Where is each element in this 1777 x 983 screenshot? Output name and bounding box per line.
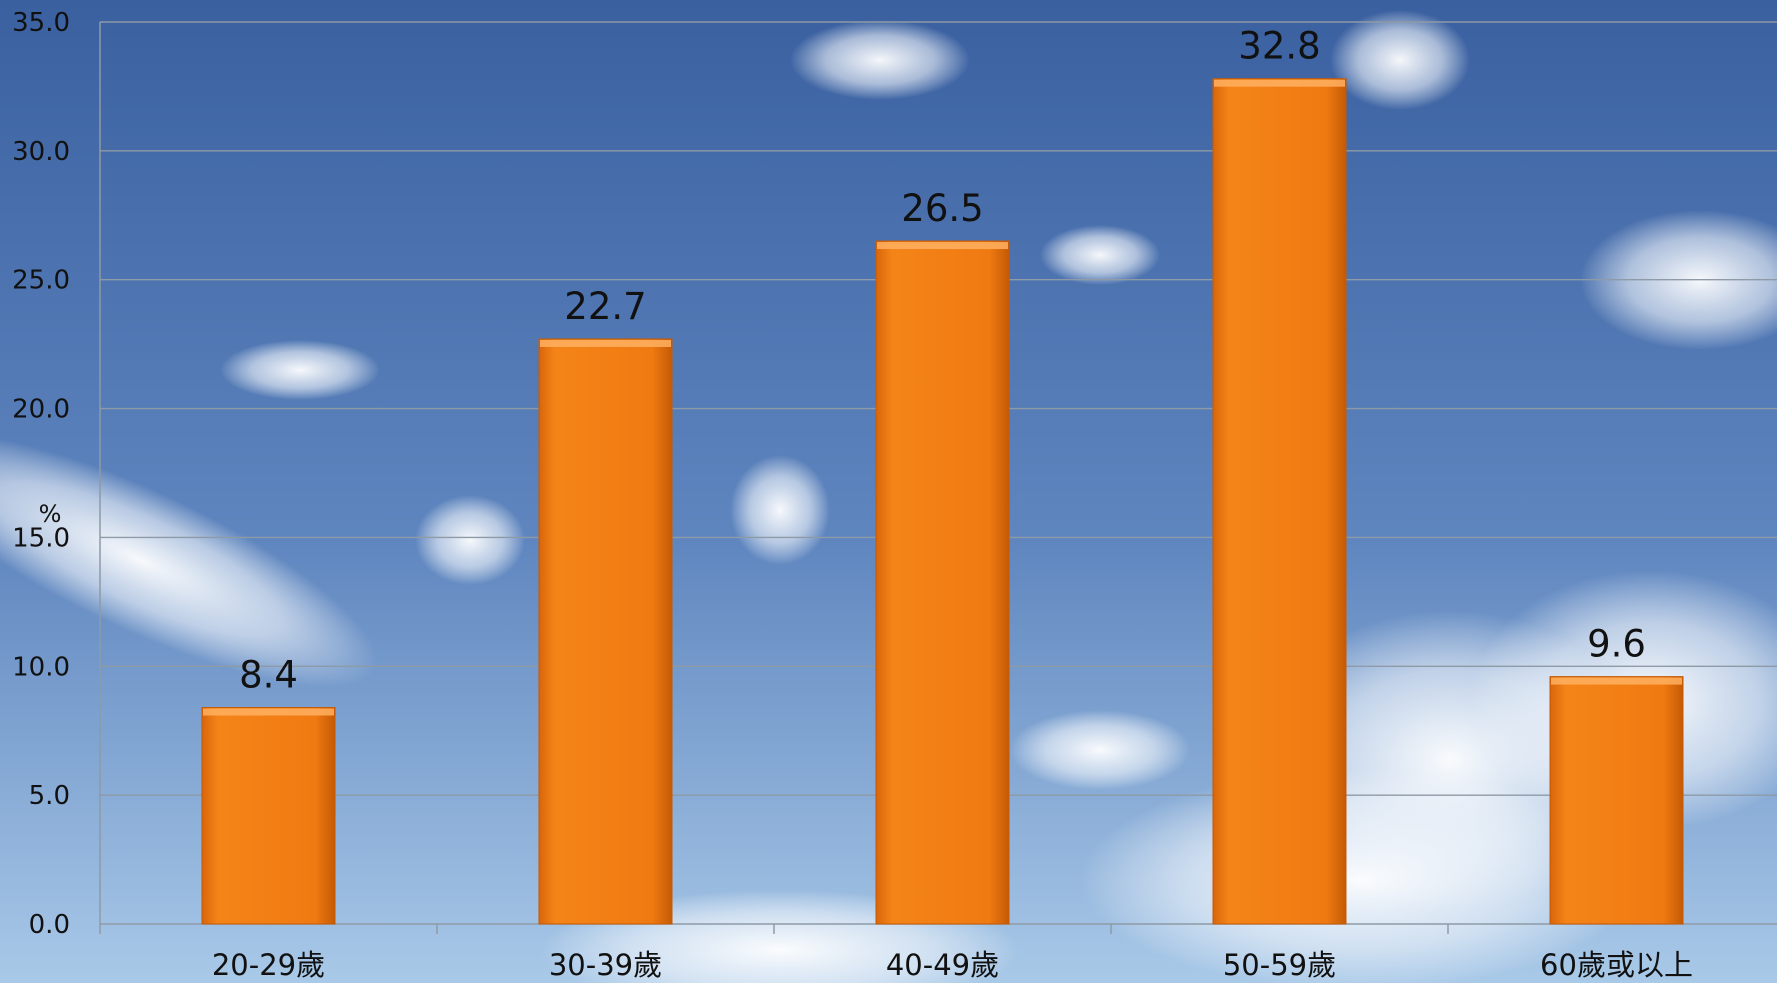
bar-value-label: 8.4: [239, 654, 298, 697]
x-category-label: 50-59歲: [1223, 948, 1336, 982]
y-tick-label: 35.0: [12, 8, 70, 38]
bar: [1550, 677, 1683, 924]
y-tick-label: 5.0: [29, 781, 70, 811]
x-category-label: 40-49歲: [886, 948, 999, 982]
y-tick-label: 25.0: [12, 266, 70, 296]
bar: [202, 708, 335, 924]
bar-value-label: 9.6: [1587, 623, 1646, 666]
bar-top-bevel: [1214, 80, 1345, 87]
bar: [539, 339, 672, 924]
x-category-label: 60歲或以上: [1540, 948, 1693, 982]
bar-top-bevel: [540, 340, 671, 347]
bar: [1213, 79, 1346, 924]
y-tick-label: 10.0: [12, 652, 70, 682]
y-tick-label: 20.0: [12, 395, 70, 425]
x-category-label: 20-29歲: [212, 948, 325, 982]
bar-value-label: 32.8: [1238, 25, 1320, 68]
bar: [876, 241, 1009, 924]
y-tick-label: 0.0: [29, 910, 70, 940]
y-tick-label: 30.0: [12, 137, 70, 167]
bar-top-bevel: [877, 242, 1008, 249]
bar-value-label: 22.7: [564, 285, 646, 328]
x-category-label: 30-39歲: [549, 948, 662, 982]
bar-value-label: 26.5: [901, 187, 983, 230]
y-axis-unit-label: %: [39, 500, 62, 528]
bar-top-bevel: [1551, 678, 1682, 685]
bar-top-bevel: [203, 709, 334, 716]
